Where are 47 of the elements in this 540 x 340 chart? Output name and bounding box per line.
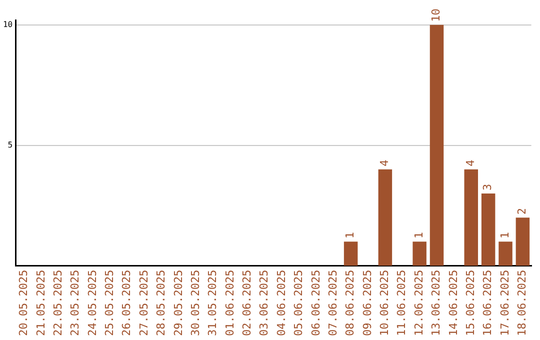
x-tick-label: 20.05.2025 [17, 270, 30, 336]
x-tick-label: 29.05.2025 [172, 270, 185, 336]
x-tick-label: 09.06.2025 [360, 270, 374, 336]
data-label: 2 [516, 208, 529, 215]
data-label: 4 [378, 159, 392, 166]
x-tick-label: 04.06.2025 [274, 270, 288, 336]
bar [430, 24, 444, 266]
bar [481, 193, 496, 266]
x-tick-label: 02.06.2025 [240, 270, 254, 336]
x-tick-label: 01.06.2025 [223, 270, 236, 336]
x-tick-label: 15.06.2025 [464, 270, 477, 336]
x-tick-label: 06.06.2025 [309, 270, 322, 336]
y-tick-label: 5 [8, 140, 13, 150]
x-tick-label: 31.05.2025 [206, 270, 220, 336]
x-tick-label: 21.05.2025 [34, 270, 48, 336]
data-label: 1 [344, 232, 357, 239]
bar [412, 242, 426, 266]
x-tick-label: 22.05.2025 [51, 270, 64, 336]
x-tick-label: 24.05.2025 [86, 270, 99, 336]
data-label: 1 [498, 232, 512, 239]
x-tick-label: 17.06.2025 [498, 270, 512, 336]
data-label: 4 [464, 159, 477, 166]
bar [344, 242, 358, 266]
x-tick-label: 10.06.2025 [378, 270, 392, 336]
x-tick-label: 25.05.2025 [103, 270, 116, 336]
x-tick-label: 16.06.2025 [481, 270, 494, 336]
x-tick-label: 08.06.2025 [344, 270, 357, 336]
x-tick-label: 11.06.2025 [395, 270, 408, 336]
bar [464, 169, 478, 266]
bar [378, 169, 392, 266]
x-tick-label: 30.05.2025 [188, 270, 202, 336]
x-tick-label: 26.05.2025 [120, 270, 134, 336]
x-tick-label: 27.05.2025 [137, 270, 150, 336]
x-tick-label: 18.06.2025 [516, 270, 529, 336]
bar [516, 218, 530, 266]
x-tick-label: 13.06.2025 [430, 270, 443, 336]
x-tick-label: 03.06.2025 [258, 270, 271, 336]
data-label: 3 [481, 184, 494, 190]
x-tick-label: 23.05.2025 [68, 270, 82, 336]
x-tick-label: 28.05.2025 [154, 270, 168, 336]
x-tick-label: 07.06.2025 [326, 270, 340, 336]
bar [498, 242, 512, 266]
x-tick-label: 14.06.2025 [446, 270, 460, 336]
x-tick-label: 05.06.2025 [292, 270, 306, 336]
data-label: 1 [412, 232, 426, 239]
data-label: 10 [430, 8, 443, 22]
x-tick-label: 12.06.2025 [412, 270, 426, 336]
